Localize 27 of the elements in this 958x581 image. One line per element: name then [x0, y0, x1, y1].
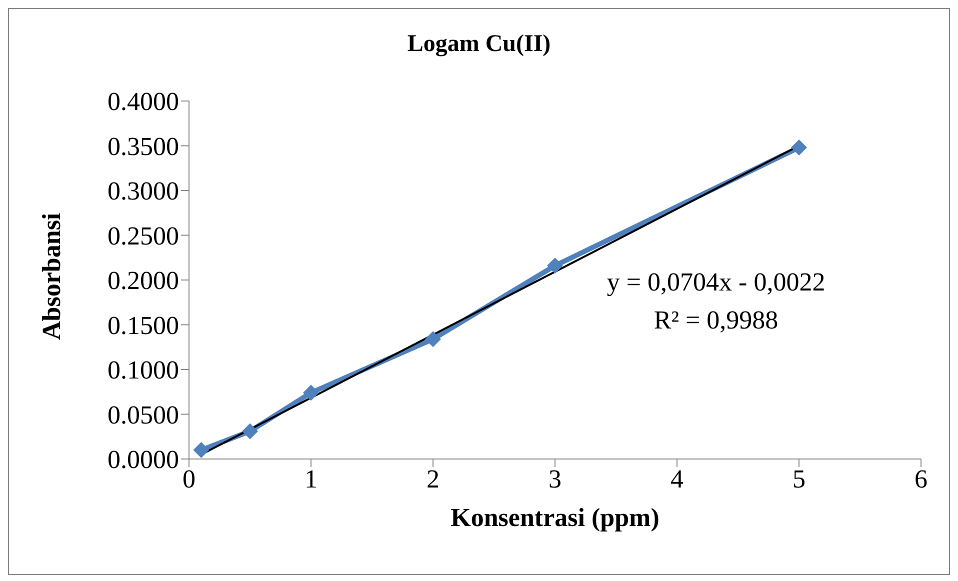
x-tick-label: 2 [426, 464, 440, 494]
y-tick-label: 0.3000 [108, 176, 179, 206]
y-tick-label: 0.3500 [108, 132, 179, 161]
y-axis-title: Absorbansi [37, 212, 66, 340]
x-tick-label: 6 [914, 464, 928, 494]
point [791, 140, 807, 156]
x-axis-title: Konsentrasi (ppm) [450, 503, 660, 532]
x-tick-label: 0 [182, 464, 196, 494]
y-tick-label: 0.0500 [108, 400, 179, 430]
point [242, 423, 258, 440]
y-tick-label: 0.2500 [108, 221, 179, 250]
x-tick-label: 4 [670, 464, 684, 494]
x-tick-label: 3 [548, 464, 562, 494]
x-tick-label: 5 [792, 464, 806, 494]
y-tick-label: 0.2000 [108, 266, 179, 296]
y-tick-label: 0.1000 [108, 356, 179, 385]
point [193, 442, 210, 458]
y-tick-label: 0.4000 [108, 87, 179, 116]
point [425, 331, 441, 348]
point [303, 384, 319, 401]
y-tick-label: 0.1500 [108, 310, 179, 340]
y-tick-label: 0.0000 [108, 445, 179, 474]
annotation: y = 0,0704x - 0,0022 [606, 268, 826, 297]
point [547, 258, 563, 274]
annotation: R² = 0,9988 [654, 306, 778, 335]
chart-title: Logam Cu(II) [406, 31, 552, 58]
x-tick-label: 1 [304, 464, 318, 494]
